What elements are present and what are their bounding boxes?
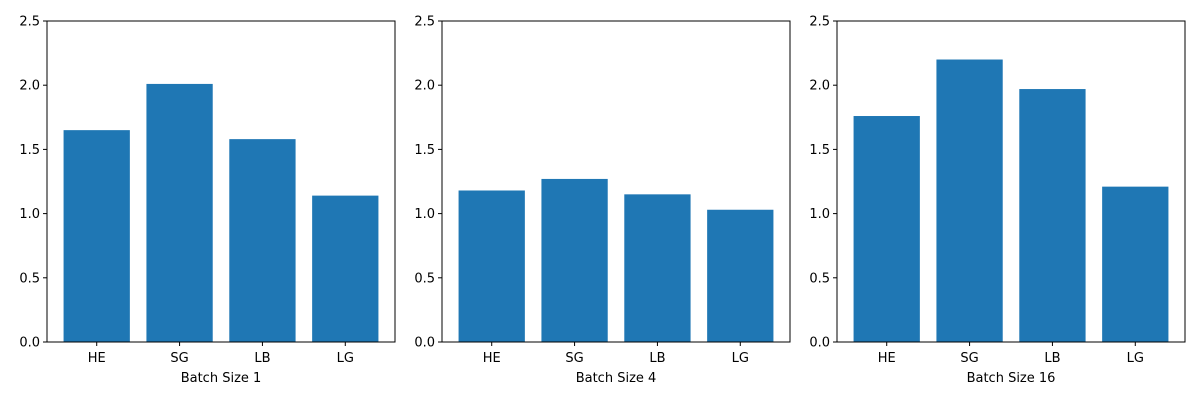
y-tick-label: 2.0 bbox=[19, 79, 40, 94]
y-tick-label: 0.0 bbox=[19, 336, 40, 351]
x-tick-label: SG bbox=[170, 351, 188, 366]
bar-lb bbox=[624, 194, 691, 342]
bar-lg bbox=[1102, 186, 1169, 342]
y-tick-label: 1.0 bbox=[19, 207, 40, 222]
y-tick-label: 0.0 bbox=[809, 336, 830, 351]
axes-frame bbox=[836, 20, 1186, 343]
y-tick-label: 1.5 bbox=[809, 143, 830, 158]
y-tick-label: 0.5 bbox=[19, 271, 40, 286]
x-tick-label: LG bbox=[732, 351, 749, 366]
x-tick-label: SG bbox=[565, 351, 583, 366]
bar-he bbox=[458, 190, 525, 342]
x-tick-label: LG bbox=[1127, 351, 1144, 366]
y-tick-label: 1.0 bbox=[809, 207, 830, 222]
x-tick-label: HE bbox=[878, 351, 896, 366]
y-tick-label: 1.5 bbox=[19, 143, 40, 158]
subplot-1: HE SG LB LG 0.0 0.5 1.0 1.5 2.0 2.5 Batch Size 1 bbox=[19, 15, 396, 386]
y-tick-label: 1.5 bbox=[414, 143, 435, 158]
x-tick-label: HE bbox=[483, 351, 501, 366]
axes-frame bbox=[46, 20, 396, 343]
y-tick-label: 2.0 bbox=[414, 79, 435, 94]
subplot-3: HE SG LB LG 0.0 0.5 1.0 1.5 2.0 2.5 Batch Size 16 bbox=[809, 15, 1186, 386]
x-axis-label: Batch Size 16 bbox=[967, 371, 1056, 386]
bar-sg bbox=[541, 178, 608, 342]
axes-frame bbox=[441, 20, 791, 343]
y-tick-label: 0.5 bbox=[414, 271, 435, 286]
y-tick-label: 0.5 bbox=[809, 271, 830, 286]
y-tick-label: 2.5 bbox=[809, 15, 830, 30]
y-tick-label: 2.0 bbox=[809, 79, 830, 94]
x-axis-label: Batch Size 1 bbox=[181, 371, 262, 386]
bar-lg bbox=[312, 195, 379, 342]
bar-lb bbox=[229, 139, 296, 342]
bar-he bbox=[853, 116, 920, 343]
y-tick-label: 0.0 bbox=[414, 336, 435, 351]
x-axis-label: Batch Size 4 bbox=[576, 371, 657, 386]
bar-lb bbox=[1019, 89, 1086, 342]
x-tick-label: LB bbox=[649, 351, 665, 366]
y-tick-label: 1.0 bbox=[414, 207, 435, 222]
bar-lg bbox=[707, 209, 774, 342]
bar-sg bbox=[146, 83, 213, 343]
y-tick-label: 2.5 bbox=[414, 15, 435, 30]
x-tick-label: LG bbox=[337, 351, 354, 366]
x-tick-label: HE bbox=[88, 351, 106, 366]
y-tick-label: 2.5 bbox=[19, 15, 40, 30]
bar-sg bbox=[936, 59, 1003, 343]
x-tick-label: LB bbox=[254, 351, 270, 366]
bar-he bbox=[63, 130, 130, 342]
subplot-2: HE SG LB LG 0.0 0.5 1.0 1.5 2.0 2.5 Batch Size 4 bbox=[414, 15, 791, 386]
x-tick-label: SG bbox=[960, 351, 978, 366]
x-tick-label: LB bbox=[1044, 351, 1060, 366]
